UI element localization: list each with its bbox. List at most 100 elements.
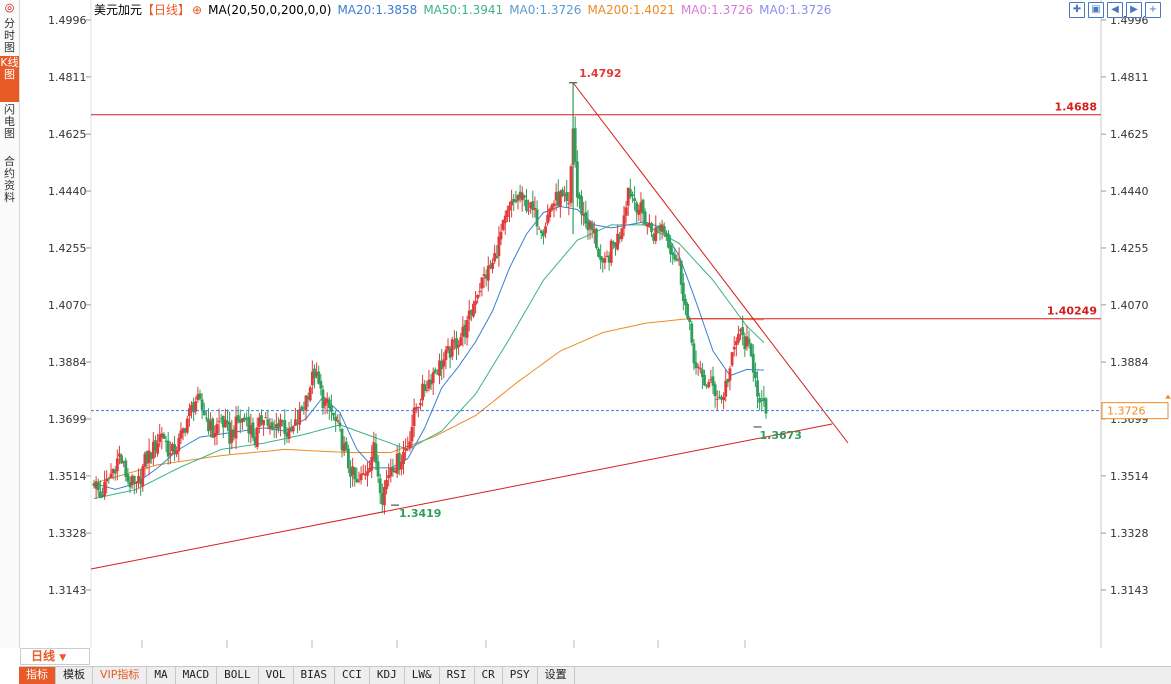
candle-body (467, 310, 471, 320)
target-icon[interactable]: ◎ (4, 1, 15, 14)
y-tick-label-left: 1.3699 (48, 413, 87, 426)
candle-body (247, 416, 251, 434)
sidebar-item-timeshare[interactable]: 分时图 (4, 17, 15, 54)
tab-8[interactable]: CCI (335, 667, 370, 684)
tab-11[interactable]: RSI (440, 667, 475, 684)
period-selector[interactable]: 日线 ▼ (20, 648, 90, 665)
candle-body (484, 274, 488, 279)
low-label: 1.3419 (399, 507, 441, 520)
candle-body (332, 412, 335, 416)
candle-body (660, 224, 664, 232)
candle-body (717, 396, 721, 398)
tab-13[interactable]: PSY (503, 667, 538, 684)
candle-body (202, 410, 206, 416)
candle-body (414, 407, 418, 410)
candle-body (132, 475, 136, 484)
candle-body (291, 426, 295, 432)
tab-14[interactable]: 设置 (538, 667, 575, 684)
candle-body (658, 225, 662, 232)
candle-body (747, 338, 751, 344)
candle-body (179, 430, 183, 439)
candle-body (694, 362, 698, 369)
candle-body (567, 203, 571, 205)
y-tick-label-left: 1.4811 (48, 71, 87, 84)
recent-low-label: 1.3673 (760, 429, 802, 442)
candle-body (306, 396, 310, 400)
candle-body (438, 360, 441, 376)
candle-body (351, 466, 355, 476)
candle-body (510, 200, 514, 206)
candle-body (319, 380, 323, 389)
tab-4[interactable]: MACD (176, 667, 218, 684)
sidebar-item-contract-info[interactable]: 合约资料 (4, 155, 15, 204)
candle-body (372, 442, 376, 460)
candle-body (433, 369, 437, 373)
expand-icon[interactable]: ▣ (1088, 2, 1104, 18)
crosshair-icon[interactable]: ✚ (1069, 2, 1085, 18)
candle-body (393, 470, 397, 473)
y-tick-label-right: 1.3143 (1110, 584, 1149, 597)
candle-body (130, 475, 134, 485)
candle-body (592, 229, 596, 233)
candle-body (355, 478, 359, 483)
resistance-label-2: 1.40249 (1047, 305, 1097, 318)
candle-body (249, 425, 253, 435)
tab-10[interactable]: LW& (405, 667, 440, 684)
candle-body (732, 346, 736, 350)
current-price-label: 1.3726 (1107, 405, 1146, 418)
tab-5[interactable]: BOLL (217, 667, 259, 684)
candle-body (185, 418, 189, 433)
next-icon[interactable]: ▶ (1126, 2, 1142, 18)
candle-body (737, 333, 740, 343)
zoom-in-icon[interactable]: + (1145, 2, 1161, 18)
candle-body (741, 327, 745, 336)
candle-body (535, 209, 539, 227)
candle-body (722, 396, 726, 401)
candle-body (493, 253, 497, 262)
tab-6[interactable]: VOL (259, 667, 294, 684)
tab-3[interactable]: MA (147, 667, 176, 684)
candle-body (724, 380, 728, 397)
tab-1[interactable]: 模板 (56, 667, 93, 684)
candle-body (436, 373, 439, 375)
candle-body (425, 389, 429, 391)
candle-body (344, 441, 348, 450)
candle-body (635, 202, 639, 213)
kline-chart[interactable]: 1.4996 1.4996 1.4811 1.4811 1.4625 1.4625 1.44… (20, 0, 1171, 648)
legend-ma-0: MA20:1.3858 (337, 3, 418, 17)
legend-symbol: 美元加元 (94, 3, 143, 17)
candle-body (561, 189, 564, 196)
candle-body (162, 434, 166, 439)
candle-body (667, 233, 670, 248)
chart-legend: 美元加元【日线】 ⊕ MA(20,50,0,200,0,0) MA20:1.3858 M… (94, 2, 843, 18)
candle-body (374, 443, 378, 463)
candle-body (486, 265, 490, 281)
legend-period[interactable]: 【日线】 (142, 3, 191, 17)
candle-body (313, 368, 316, 379)
candle-body (465, 320, 469, 338)
candle-body (363, 474, 367, 476)
y-tick-label-left: 1.3143 (48, 584, 87, 597)
candle-body (760, 400, 764, 402)
y-tick-label-left: 1.4255 (48, 242, 87, 255)
candle-body (531, 201, 535, 211)
settings-icon[interactable]: ⊕ (192, 3, 203, 17)
tab-0[interactable]: 指标 (19, 667, 56, 684)
tab-12[interactable]: CR (475, 667, 503, 684)
sidebar-item-flash[interactable]: 闪电图 (4, 103, 15, 140)
candle-body (187, 408, 191, 416)
legend-ma-2: MA0:1.3726 (509, 3, 582, 17)
tab-9[interactable]: KDJ (370, 667, 405, 684)
tab-2[interactable]: VIP指标 (93, 667, 148, 684)
candle-body (389, 467, 393, 477)
candle-body (645, 223, 649, 227)
candle-body (145, 451, 149, 464)
y-tick-label-left: 1.4625 (48, 128, 87, 141)
sidebar-item-kline[interactable]: K线图 (0, 56, 19, 102)
candle-body (611, 241, 615, 245)
prev-icon[interactable]: ◀ (1107, 2, 1123, 18)
candle-body (287, 429, 291, 439)
candle-body (616, 233, 620, 250)
tab-7[interactable]: BIAS (294, 667, 336, 684)
